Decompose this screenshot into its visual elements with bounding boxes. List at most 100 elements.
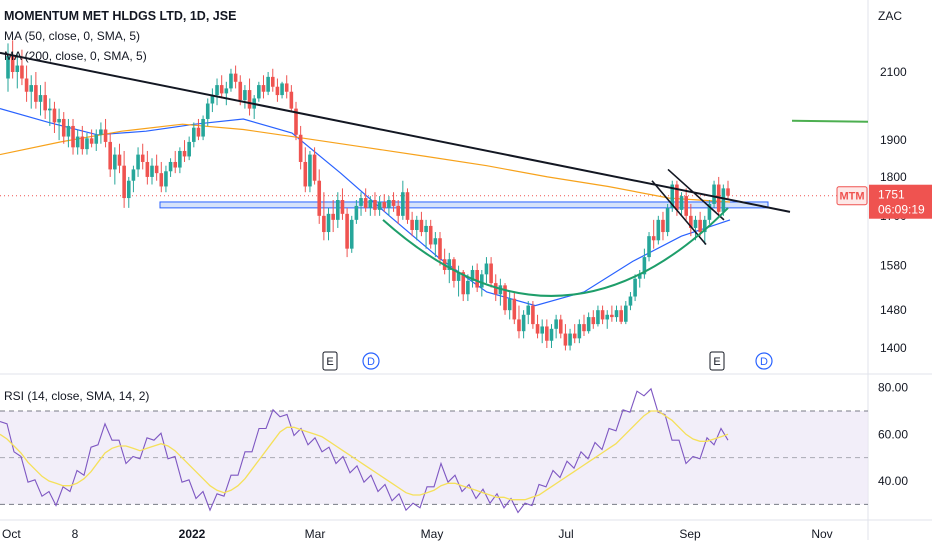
candle [387, 196, 391, 216]
candle [215, 78, 219, 106]
candle-body [312, 154, 317, 181]
candle-body [712, 184, 716, 204]
candle [484, 257, 489, 284]
dividend-marker[interactable]: D [755, 352, 773, 370]
ticker-tag-box [836, 186, 868, 206]
x-axis-tick-label: Nov [811, 527, 832, 541]
candle-body [340, 200, 345, 214]
candle-body [414, 219, 419, 230]
candle [24, 65, 29, 102]
candle-body [540, 326, 544, 334]
candle-body [66, 125, 71, 137]
candle [549, 324, 554, 348]
candle-body [85, 138, 89, 150]
rsi-legend[interactable]: RSI (14, close, SMA, 14, 2) [4, 389, 150, 403]
symbol-title[interactable]: MOMENTUM MET HLDGS LTD, 1D, JSE [4, 9, 237, 23]
candle-body [345, 213, 349, 249]
candle [489, 257, 493, 288]
candle-body [568, 333, 572, 346]
candle [99, 122, 103, 144]
candle [10, 40, 15, 79]
candle [75, 129, 80, 155]
candle-body [489, 263, 493, 284]
y-axis-tick-label: 1580 [880, 259, 907, 273]
ma50-line [0, 108, 731, 307]
candle-body [456, 272, 461, 281]
candle-body [280, 83, 284, 96]
candle-body [605, 314, 610, 320]
candle [233, 65, 238, 89]
earnings-marker-label: E [326, 356, 333, 368]
candle [373, 192, 377, 216]
candle-body [428, 225, 433, 245]
target-line [791, 119, 869, 123]
candle [405, 188, 410, 224]
candle [247, 78, 252, 116]
candle [280, 81, 284, 99]
candle-body [215, 85, 219, 96]
candle [466, 274, 470, 302]
candle [266, 72, 270, 96]
candle [150, 158, 154, 185]
candle [693, 215, 698, 241]
candle-body [512, 298, 517, 320]
candle [243, 85, 247, 109]
candle-body [698, 219, 702, 233]
candle [164, 165, 168, 193]
candle-body [545, 326, 549, 341]
candle-body [424, 225, 428, 233]
candle [224, 81, 229, 106]
dividend-marker-circle [755, 352, 773, 370]
candle [591, 310, 596, 329]
candle [61, 112, 66, 144]
candle-body [294, 108, 298, 135]
candle [6, 43, 10, 92]
candle [419, 211, 424, 237]
candle-body [363, 198, 368, 208]
candle-body [229, 73, 233, 89]
ma200-legend[interactable]: MA (200, close, 0, SMA, 5) [4, 49, 147, 63]
candle [159, 161, 164, 193]
y-axis-tick-label: 2100 [880, 65, 907, 79]
candle-body [284, 83, 289, 92]
candle-body [493, 283, 498, 295]
candle [326, 207, 331, 241]
candle-body [661, 219, 665, 233]
candle-body [642, 257, 647, 275]
candle [317, 169, 322, 224]
candle-body [549, 328, 554, 341]
candle [577, 319, 582, 344]
candle [182, 140, 187, 162]
candle-body [675, 184, 679, 210]
ma50-legend[interactable]: MA (50, close, 0, SMA, 5) [4, 29, 141, 43]
candle-body [354, 205, 359, 220]
candle [512, 292, 517, 325]
candle [624, 301, 628, 325]
earnings-marker[interactable]: E [322, 351, 338, 371]
candle [628, 292, 633, 311]
candle [517, 305, 521, 339]
earnings-marker[interactable]: E [709, 351, 725, 371]
candle-body [247, 90, 252, 109]
candle [131, 165, 136, 193]
candle [637, 269, 642, 288]
dividend-marker[interactable]: D [362, 352, 380, 370]
candle [535, 314, 540, 339]
candle-body [507, 298, 512, 311]
candle-body [596, 310, 600, 325]
candle-body [48, 108, 52, 111]
candle-body [438, 238, 442, 260]
candle-body [382, 201, 387, 208]
candle [633, 274, 637, 302]
candle [80, 125, 85, 155]
candle-body [396, 205, 400, 216]
y-axis-tick-label: 1800 [880, 170, 907, 184]
candle [34, 72, 38, 109]
candle-body [289, 91, 294, 109]
candle-body [15, 65, 20, 72]
candle-body [131, 169, 136, 181]
candle [600, 305, 605, 325]
candle-body [702, 219, 707, 233]
candle-body [71, 125, 75, 148]
